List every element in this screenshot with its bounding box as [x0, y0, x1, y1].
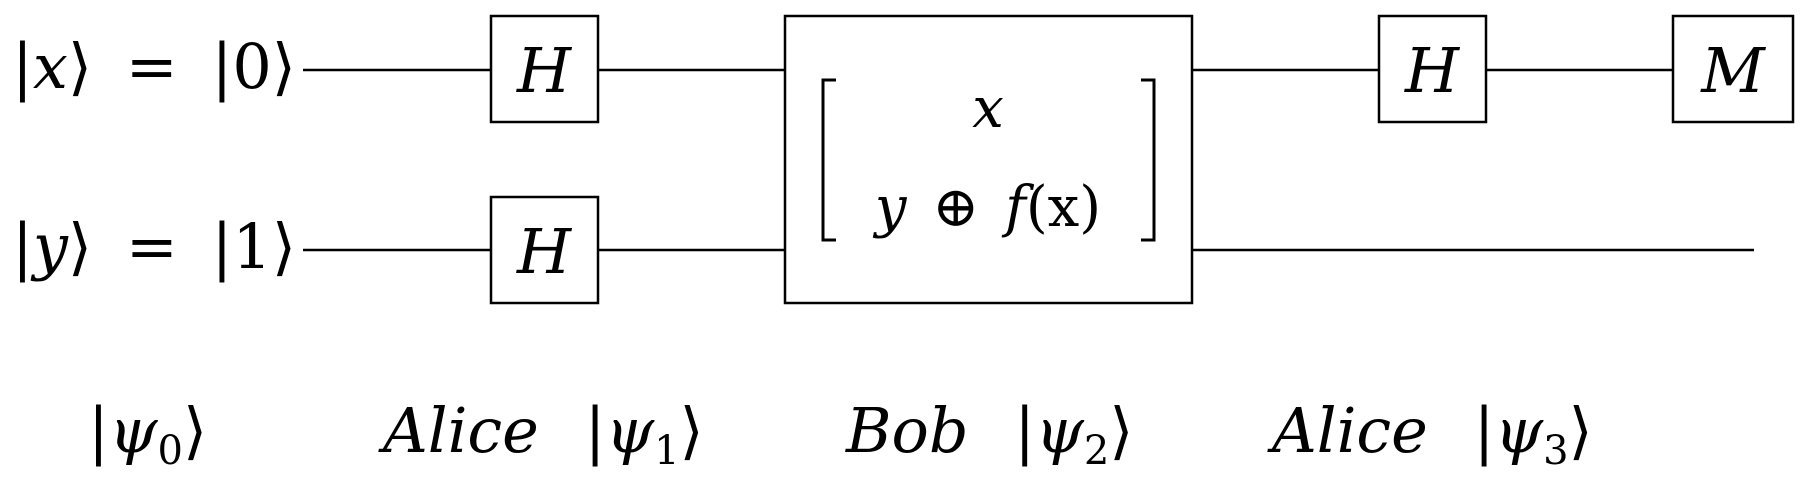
- hadamard-gate-top-1: H: [489, 14, 600, 124]
- input-label-x: |x⟩ = |0⟩: [12, 30, 296, 103]
- svg-text:|ψ0⟩: |ψ0⟩: [88, 394, 207, 474]
- svg-text:Alice |ψ3⟩: Alice |ψ3⟩: [1267, 394, 1593, 474]
- stage-label-alice-psi3: Alice |ψ3⟩: [1267, 394, 1593, 474]
- stage-label-psi0: |ψ0⟩: [88, 394, 207, 474]
- svg-text:|x⟩ = |0⟩: |x⟩ = |0⟩: [12, 30, 296, 103]
- input-label-y: |y⟩ = |1⟩: [12, 210, 296, 283]
- svg-text:H: H: [516, 34, 573, 107]
- svg-text:M: M: [1700, 34, 1766, 107]
- stage-label-bob-psi2: Bob |ψ2⟩: [845, 394, 1133, 474]
- oracle-right-bracket: [1141, 78, 1156, 242]
- svg-text:|y⟩ = |1⟩: |y⟩ = |1⟩: [12, 210, 296, 283]
- oracle-box: x y ⊕ f(x): [783, 14, 1194, 305]
- hadamard-gate-bottom-1: H: [489, 195, 600, 305]
- svg-text:Alice |ψ1⟩: Alice |ψ1⟩: [378, 394, 704, 474]
- oracle-top-expression: x: [972, 76, 1004, 141]
- measurement-gate: M: [1671, 14, 1795, 124]
- stage-label-alice-psi1: Alice |ψ1⟩: [378, 394, 704, 474]
- svg-text:H: H: [516, 215, 573, 288]
- oracle-bottom-expression: y ⊕ f(x): [872, 175, 1101, 240]
- svg-text:H: H: [1404, 34, 1461, 107]
- hadamard-gate-top-2: H: [1377, 14, 1488, 124]
- oracle-left-bracket: [821, 78, 836, 242]
- svg-text:Bob |ψ2⟩: Bob |ψ2⟩: [845, 394, 1133, 474]
